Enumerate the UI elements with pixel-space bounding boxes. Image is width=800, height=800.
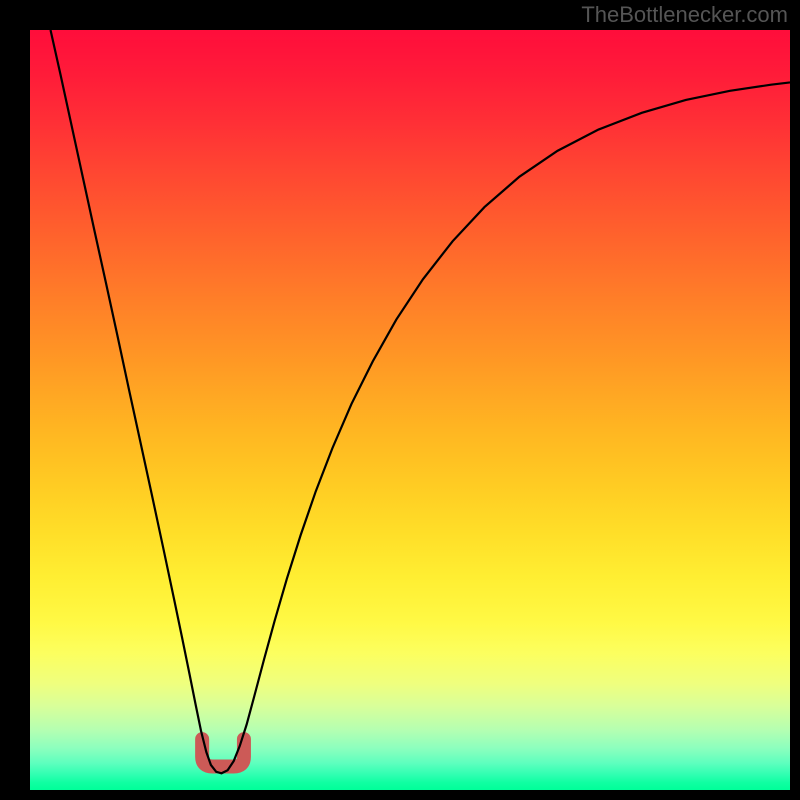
chart-frame: TheBottlenecker.com <box>0 0 800 800</box>
plot-area <box>30 30 790 790</box>
bottleneck-curve <box>51 30 790 773</box>
watermark-text: TheBottlenecker.com <box>581 2 788 28</box>
curve-layer <box>30 30 790 790</box>
